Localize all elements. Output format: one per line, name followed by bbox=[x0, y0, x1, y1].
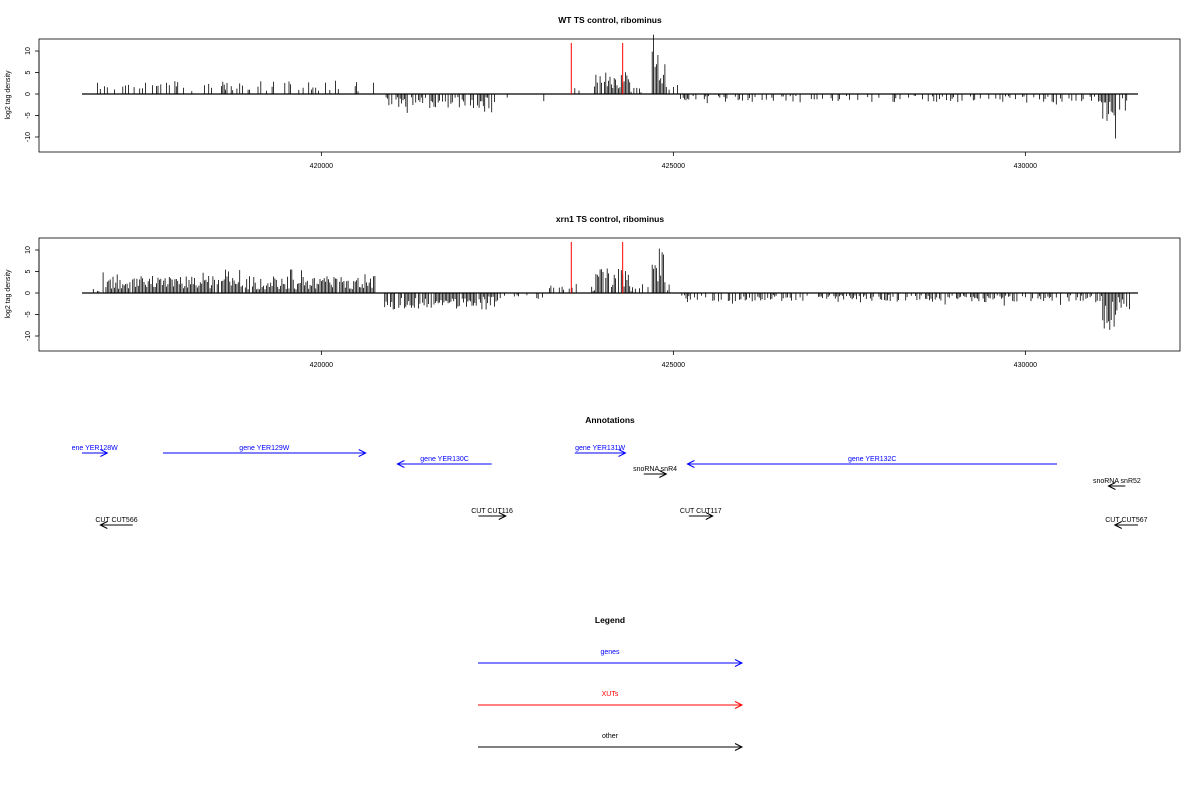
x-axis: 420000 425000 430000 bbox=[310, 152, 1037, 170]
legend-label: XUTs bbox=[602, 691, 619, 698]
arrow-head-icon bbox=[686, 460, 695, 468]
xut-markers bbox=[570, 43, 624, 94]
feature-label: CUT CUT567 bbox=[1105, 517, 1147, 524]
panel-title: WT TS control, ribominus bbox=[558, 15, 662, 25]
arrow-head-icon bbox=[1107, 482, 1116, 490]
feature-label: CUT CUT117 bbox=[680, 508, 722, 515]
arrow-head-icon bbox=[396, 460, 405, 468]
feature-label: snoRNA snR52 bbox=[1093, 478, 1141, 485]
arrow-head-icon bbox=[100, 449, 109, 457]
feature-label: gene YER130C bbox=[420, 456, 469, 463]
y-tick-label: -10 bbox=[25, 331, 32, 341]
feature-gene-yer129w: gene YER129W bbox=[162, 445, 367, 457]
y-axis: -10 -5 0 5 10 bbox=[25, 47, 40, 142]
x-tick-label: 430000 bbox=[1014, 362, 1037, 369]
legend-item-xuts: XUTs bbox=[478, 691, 744, 709]
feature-gene-yer132c: gene YER132C bbox=[686, 456, 1058, 468]
feature-ene-yer128w: ene YER128W bbox=[72, 445, 119, 457]
feature-label: snoRNA snR4 bbox=[633, 466, 677, 473]
coverage-bars bbox=[82, 34, 1138, 139]
legend-item-other: other bbox=[478, 733, 744, 751]
y-tick-label: 10 bbox=[25, 47, 32, 55]
arrow-head-icon bbox=[734, 701, 744, 709]
feature-label: ene YER128W bbox=[72, 445, 119, 452]
feature-cut-cut116: CUT CUT116 bbox=[471, 508, 513, 520]
x-tick-label: 430000 bbox=[1014, 163, 1037, 170]
y-axis-label: log2 tag density bbox=[5, 70, 12, 120]
feature-gene-yer130c: gene YER130C bbox=[396, 456, 492, 468]
legend-label: other bbox=[602, 733, 619, 740]
x-tick-label: 425000 bbox=[662, 362, 685, 369]
legend-title: Legend bbox=[595, 615, 625, 625]
y-tick-label: -5 bbox=[25, 112, 32, 118]
feature-list: ene YER128W gene YER129W gene YER130C gene … bbox=[72, 445, 1148, 529]
feature-cut-cut567: CUT CUT567 bbox=[1105, 517, 1148, 529]
y-tick-label: -5 bbox=[25, 311, 32, 317]
arrow-head-icon bbox=[99, 521, 108, 529]
y-tick-label: 5 bbox=[25, 70, 32, 74]
feature-cut-cut566: CUT CUT566 bbox=[95, 517, 138, 529]
feature-cut-cut117: CUT CUT117 bbox=[680, 508, 722, 520]
panel-title: xrn1 TS control, ribominus bbox=[556, 214, 664, 224]
x-tick-label: 420000 bbox=[310, 362, 333, 369]
coverage-bars bbox=[82, 248, 1138, 330]
arrow-head-icon bbox=[659, 470, 668, 478]
annotations-track: Annotations ene YER128W gene YER129W gene … bbox=[72, 415, 1148, 529]
xut-markers bbox=[570, 242, 624, 293]
x-tick-label: 425000 bbox=[662, 163, 685, 170]
y-axis: -10 -5 0 5 10 bbox=[25, 246, 40, 341]
x-axis: 420000 425000 430000 bbox=[310, 351, 1037, 369]
feature-label: CUT CUT116 bbox=[471, 508, 513, 515]
arrow-head-icon bbox=[358, 449, 367, 457]
annotations-title: Annotations bbox=[585, 415, 635, 425]
feature-snorna-snr52: snoRNA snR52 bbox=[1093, 478, 1141, 490]
y-tick-label: 5 bbox=[25, 269, 32, 273]
legend-label: genes bbox=[600, 649, 620, 656]
wt-coverage-panel: WT TS control, ribominus log2 tag densit… bbox=[5, 15, 1181, 170]
arrow-head-icon bbox=[1113, 521, 1122, 529]
arrow-head-icon bbox=[734, 659, 744, 667]
feature-label: gene YER129W bbox=[239, 445, 289, 452]
feature-gene-yer131w: gene YER131W bbox=[574, 445, 627, 457]
y-tick-label: 10 bbox=[25, 246, 32, 254]
legend-items: genes XUTs other bbox=[478, 649, 744, 751]
feature-label: gene YER132C bbox=[848, 456, 897, 463]
arrow-head-icon bbox=[618, 449, 627, 457]
y-axis-label: log2 tag density bbox=[5, 269, 12, 319]
arrow-head-icon bbox=[734, 743, 744, 751]
feature-label: CUT CUT566 bbox=[95, 517, 137, 524]
legend: Legend genes XUTs other bbox=[478, 615, 744, 751]
y-tick-label: 0 bbox=[25, 291, 32, 295]
y-tick-label: -10 bbox=[25, 132, 32, 142]
y-tick-label: 0 bbox=[25, 92, 32, 96]
arrow-head-icon bbox=[705, 512, 714, 520]
xrn1-coverage-panel: xrn1 TS control, ribominus log2 tag dens… bbox=[5, 214, 1181, 369]
legend-item-genes: genes bbox=[478, 649, 744, 667]
x-tick-label: 420000 bbox=[310, 163, 333, 170]
feature-snorna-snr4: snoRNA snR4 bbox=[633, 466, 677, 478]
arrow-head-icon bbox=[498, 512, 507, 520]
feature-label: gene YER131W bbox=[575, 445, 625, 452]
